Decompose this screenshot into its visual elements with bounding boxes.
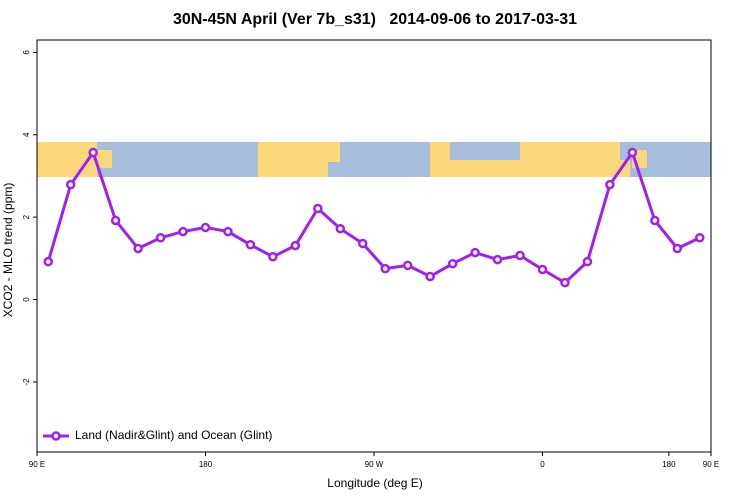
- point: [537, 264, 548, 275]
- legend-label: Land (Nadir&Glint) and Ocean (Glint): [75, 428, 272, 442]
- point: [672, 243, 683, 254]
- point: [470, 247, 480, 258]
- point: [425, 271, 435, 282]
- y-tick-label: 0: [22, 297, 31, 302]
- point: [358, 238, 368, 249]
- point: [582, 256, 593, 267]
- point: [492, 254, 503, 265]
- y-tick-label: -2: [22, 378, 31, 386]
- x-tick-label: 90 W: [365, 460, 384, 469]
- point: [88, 147, 98, 158]
- y-tick-label: 2: [22, 214, 31, 219]
- point: [178, 226, 188, 237]
- point: [650, 215, 660, 226]
- point: [155, 233, 166, 243]
- x-tick-label: 90 E: [703, 460, 719, 469]
- x-tick-label: 90 E: [29, 460, 45, 469]
- chart-title: 30N-45N April (Ver 7b_s31) 2014-09-06 to…: [173, 11, 577, 28]
- y-tick-label: 6: [22, 50, 31, 55]
- point: [695, 233, 705, 243]
- x-tick-label: 0: [540, 460, 545, 469]
- point: [290, 240, 301, 251]
- point: [110, 215, 121, 226]
- point: [65, 179, 76, 190]
- point: [268, 251, 278, 262]
- y-axis-label: XCO2 - MLO trend (ppm): [1, 183, 15, 318]
- x-tick-label: 180: [199, 460, 213, 469]
- x-tick-label: 180: [662, 460, 676, 469]
- point: [627, 147, 638, 158]
- point: [402, 260, 413, 271]
- point: [380, 263, 390, 274]
- point: [605, 179, 615, 190]
- point: [560, 277, 570, 288]
- point: [43, 256, 53, 267]
- point: [200, 222, 211, 233]
- point: [335, 223, 346, 234]
- point: [223, 226, 233, 237]
- map-band: [37, 142, 711, 177]
- point: [245, 240, 256, 250]
- y-tick-label: 4: [22, 132, 31, 137]
- point: [133, 243, 143, 254]
- point: [447, 258, 458, 269]
- point: [313, 203, 323, 214]
- legend-marker: [51, 431, 61, 441]
- point: [515, 250, 525, 261]
- x-axis-label: Longitude (deg E): [327, 476, 422, 490]
